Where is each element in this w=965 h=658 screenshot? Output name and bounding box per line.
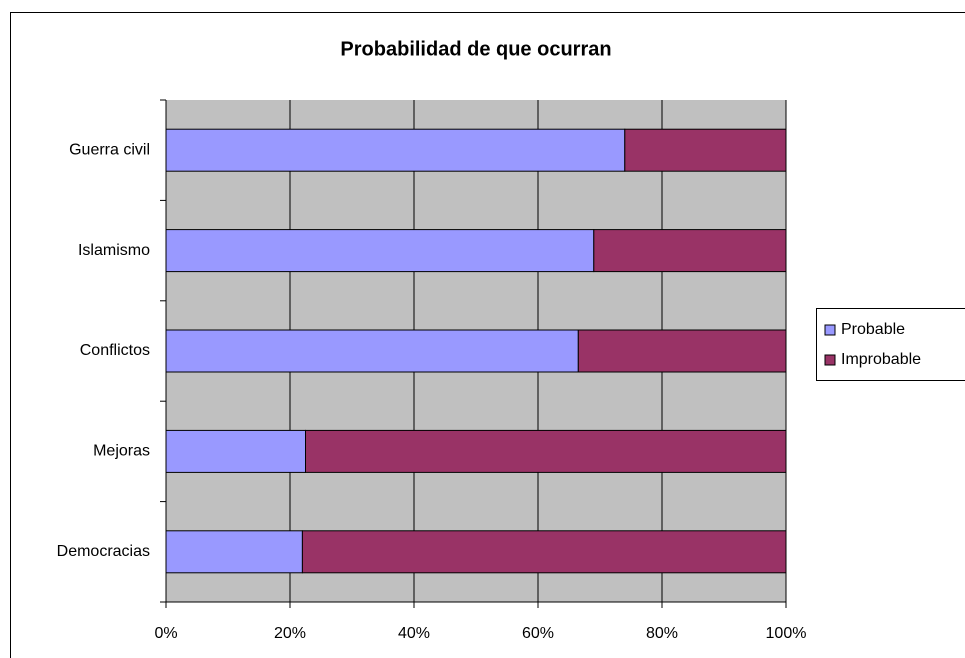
legend-label: Improbable — [841, 351, 921, 368]
y-tick-label: Islamismo — [78, 242, 150, 259]
bar-segment — [301, 530, 787, 574]
bar-segment — [165, 429, 306, 473]
bar-segment — [624, 128, 787, 172]
bar-segment — [577, 329, 787, 373]
x-tick-label: 40% — [398, 625, 430, 642]
legend-swatch — [824, 354, 836, 366]
y-tick-label: Conflictos — [80, 342, 150, 359]
chart-title: Probabilidad de que ocurran — [340, 38, 611, 60]
x-tick-label: 100% — [766, 625, 807, 642]
bar-segment — [305, 429, 787, 473]
x-tick-label: 80% — [646, 625, 678, 642]
bar-segment — [165, 530, 303, 574]
bar-segment — [165, 128, 626, 172]
legend-swatch — [824, 324, 836, 336]
x-tick-label: 20% — [274, 625, 306, 642]
x-tick-label: 60% — [522, 625, 554, 642]
bar-segment — [165, 229, 595, 273]
y-tick-label: Democracias — [57, 543, 150, 560]
legend-label: Probable — [841, 321, 905, 338]
y-tick-label: Mejoras — [93, 443, 150, 460]
bar-segment — [593, 229, 787, 273]
x-tick-label: 0% — [154, 625, 177, 642]
bar-segment — [165, 329, 579, 373]
y-tick-label: Guerra civil — [69, 141, 150, 158]
legend-box — [816, 308, 965, 381]
